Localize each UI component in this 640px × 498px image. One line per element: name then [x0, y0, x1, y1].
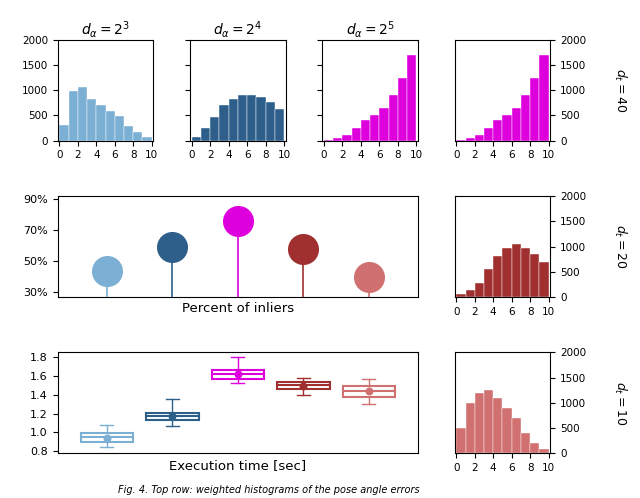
Bar [68, 91, 78, 140]
Bar [465, 403, 475, 453]
Bar [484, 269, 493, 297]
Bar [361, 121, 370, 140]
Y-axis label: $d_t = 40$: $d_t = 40$ [612, 68, 628, 113]
Point [364, 387, 374, 395]
Bar [502, 116, 512, 140]
Point [102, 266, 112, 274]
Bar [275, 109, 284, 140]
Bar [521, 433, 530, 453]
Bar [266, 103, 275, 140]
X-axis label: Execution time [sec]: Execution time [sec] [170, 459, 307, 472]
Bar [238, 95, 247, 140]
X-axis label: Percent of inliers: Percent of inliers [182, 302, 294, 315]
Y-axis label: $d_t = 20$: $d_t = 20$ [612, 225, 628, 268]
Bar [388, 95, 398, 140]
Bar [256, 97, 266, 140]
Bar [465, 290, 475, 297]
Bar [493, 255, 502, 297]
Bar [540, 55, 548, 140]
Bar [342, 134, 352, 140]
Bar [502, 248, 512, 297]
Bar [521, 95, 530, 140]
Title: $d_\alpha = 2^5$: $d_\alpha = 2^5$ [346, 19, 395, 40]
Bar [407, 55, 416, 140]
Bar [333, 138, 342, 140]
Bar [530, 443, 540, 453]
Bar [521, 248, 530, 297]
Point [167, 412, 177, 420]
Bar [220, 106, 228, 140]
Title: $d_\alpha = 2^4$: $d_\alpha = 2^4$ [213, 19, 262, 40]
Bar [540, 449, 548, 453]
Text: Fig. 4. Top row: weighted histograms of the pose angle errors: Fig. 4. Top row: weighted histograms of … [118, 485, 420, 495]
Bar [540, 261, 548, 297]
Bar [512, 244, 521, 297]
Bar [352, 128, 361, 140]
Bar [465, 138, 475, 140]
Bar [81, 433, 133, 442]
Point [167, 244, 177, 251]
Title: $d_\alpha = 2^3$: $d_\alpha = 2^3$ [81, 19, 130, 40]
Bar [228, 99, 238, 140]
Bar [484, 128, 493, 140]
Bar [192, 136, 201, 140]
Bar [484, 390, 493, 453]
Bar [115, 117, 124, 140]
Bar [78, 87, 87, 140]
Bar [502, 408, 512, 453]
Bar [512, 108, 521, 140]
Bar [210, 117, 220, 140]
Bar [201, 128, 210, 140]
Bar [456, 139, 465, 140]
Point [364, 273, 374, 281]
Bar [143, 136, 152, 140]
Bar [512, 418, 521, 453]
Bar [475, 393, 484, 453]
Point [298, 382, 308, 390]
Bar [87, 99, 96, 140]
Point [102, 434, 112, 442]
Bar [60, 125, 68, 140]
Point [233, 370, 243, 378]
Bar [342, 386, 395, 396]
Bar [106, 111, 115, 140]
Bar [493, 121, 502, 140]
Bar [124, 125, 133, 140]
Point [233, 217, 243, 225]
Bar [277, 381, 330, 389]
Bar [398, 78, 407, 140]
Bar [475, 283, 484, 297]
Bar [456, 294, 465, 297]
Bar [96, 106, 106, 140]
Bar [475, 134, 484, 140]
Bar [493, 398, 502, 453]
Bar [530, 78, 540, 140]
Bar [380, 108, 388, 140]
Bar [370, 116, 380, 140]
Bar [530, 254, 540, 297]
Y-axis label: $d_t = 10$: $d_t = 10$ [612, 380, 628, 425]
Bar [324, 139, 333, 140]
Bar [133, 131, 143, 140]
Bar [146, 413, 198, 420]
Point [298, 245, 308, 253]
Bar [212, 371, 264, 379]
Bar [456, 428, 465, 453]
Bar [247, 95, 256, 140]
